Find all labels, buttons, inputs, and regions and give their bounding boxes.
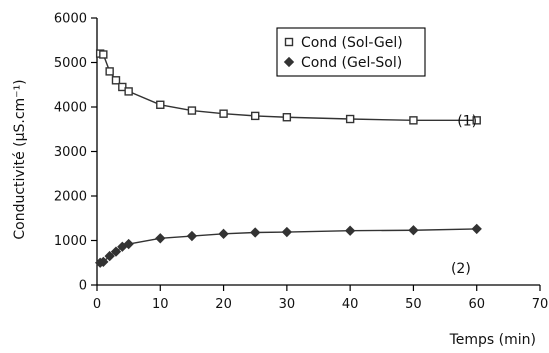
data-point-2	[471, 223, 482, 235]
y-tick-label: 1000	[54, 234, 87, 249]
data-point-2	[250, 227, 261, 238]
data-point-1	[124, 87, 133, 96]
y-tick-label: 2000	[54, 190, 87, 205]
data-point-1	[345, 114, 355, 124]
y-tick-label: 4000	[54, 101, 87, 116]
data-point-1	[156, 100, 165, 109]
x-tick-label: 70	[532, 297, 549, 312]
legend-marker-2	[283, 56, 295, 68]
data-point-1	[118, 82, 127, 92]
y-tick-label: 5000	[54, 56, 87, 71]
y-tick-label: 6000	[54, 12, 87, 27]
y-axis-title: Conductivité (µS.cm⁻¹)	[12, 79, 28, 239]
data-point-2	[186, 230, 198, 242]
data-point-1	[111, 76, 121, 85]
data-point-2	[155, 233, 166, 244]
data-point-1	[409, 116, 418, 125]
data-point-2	[218, 228, 229, 239]
data-point-2	[110, 246, 122, 257]
data-point-1	[219, 109, 228, 118]
legend-marker-1	[284, 37, 294, 47]
data-point-2	[281, 226, 293, 238]
data-point-1	[251, 111, 260, 121]
x-axis-title: Temps (min)	[449, 332, 536, 348]
annotation-label: (2)	[451, 261, 471, 277]
data-point-1	[472, 116, 481, 125]
x-tick-label: 0	[93, 297, 101, 312]
annotations: (1) (2)	[451, 113, 477, 277]
legend-label: Cond (Sol-Gel)	[301, 35, 403, 51]
series-markers	[94, 49, 482, 268]
data-point-2	[98, 256, 109, 268]
data-point-1	[282, 113, 292, 122]
annotation-label: (1)	[457, 113, 477, 129]
legend-box	[276, 27, 426, 77]
y-tick-label: 3000	[54, 145, 87, 160]
x-tick-label: 10	[152, 297, 169, 312]
data-point-2	[123, 238, 134, 250]
x-tick-label: 20	[215, 297, 232, 312]
data-point-2	[104, 250, 115, 262]
legend-label: Cond (Gel-Sol)	[301, 55, 402, 71]
x-tick-label: 50	[405, 297, 422, 312]
y-tick-label: 0	[79, 279, 87, 294]
data-point-1	[187, 106, 197, 115]
x-tick-label: 40	[342, 297, 359, 312]
data-point-1	[105, 67, 114, 76]
tick-group: 0 1000 2000 3000 4000 5000 6000 0 10 20 30 40 50 60 70	[54, 12, 548, 313]
data-point-1	[99, 50, 108, 59]
data-point-2	[344, 225, 356, 236]
x-tick-label: 30	[279, 297, 296, 312]
data-point-2	[408, 225, 419, 236]
x-tick-label: 60	[468, 297, 485, 312]
legend: Cond (Sol-Gel) Cond (Gel-Sol)	[276, 27, 426, 77]
